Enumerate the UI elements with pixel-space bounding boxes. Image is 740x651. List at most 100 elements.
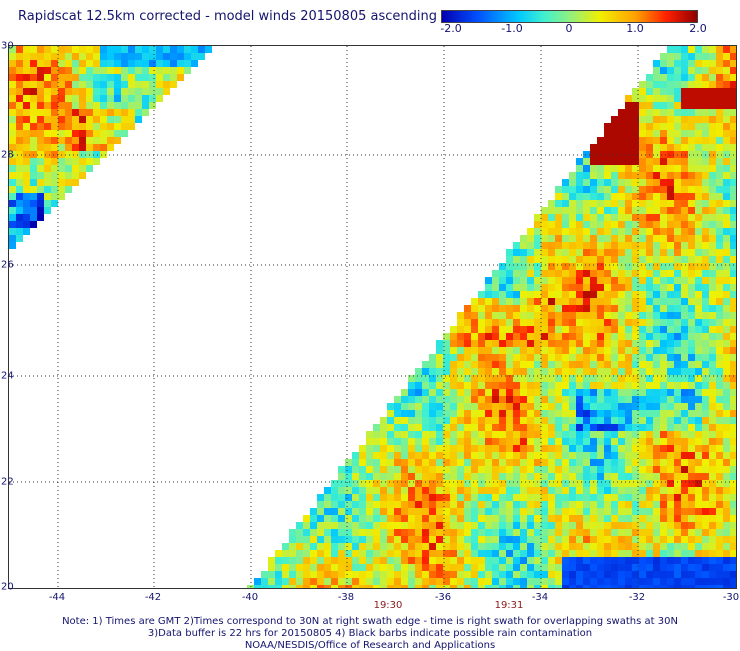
wind-cell bbox=[429, 494, 436, 501]
lon-label: -34 bbox=[531, 592, 549, 603]
wind-cell bbox=[429, 382, 436, 389]
wind-cell bbox=[303, 529, 310, 536]
wind-cell bbox=[646, 109, 653, 116]
wind-cell bbox=[632, 410, 639, 417]
wind-cell bbox=[625, 130, 632, 137]
wind-cell bbox=[450, 459, 457, 466]
wind-cell bbox=[709, 60, 716, 67]
wind-cell bbox=[450, 417, 457, 424]
wind-cell bbox=[695, 312, 702, 319]
wind-cell bbox=[513, 466, 520, 473]
wind-cell bbox=[653, 557, 660, 564]
wind-cell bbox=[443, 501, 450, 508]
wind-cell bbox=[401, 403, 408, 410]
wind-cell bbox=[702, 452, 709, 459]
wind-cell bbox=[653, 277, 660, 284]
wind-cell bbox=[30, 67, 37, 74]
footnote-credit: NOAA/NESDIS/Office of Research and Appli… bbox=[244, 640, 496, 651]
wind-cell bbox=[23, 172, 30, 179]
wind-cell bbox=[716, 410, 723, 417]
wind-cell bbox=[681, 179, 688, 186]
wind-cell bbox=[401, 578, 408, 585]
wind-cell bbox=[674, 256, 681, 263]
wind-cell bbox=[9, 74, 16, 81]
wind-cell bbox=[723, 368, 730, 375]
wind-cell bbox=[688, 165, 695, 172]
wind-cell bbox=[681, 578, 688, 585]
wind-cell bbox=[485, 298, 492, 305]
wind-cell bbox=[30, 95, 37, 102]
lat-label: 22 bbox=[1, 476, 14, 488]
wind-cell bbox=[534, 305, 541, 312]
wind-cell bbox=[65, 46, 72, 53]
wind-cell bbox=[660, 53, 667, 60]
wind-cell bbox=[716, 361, 723, 368]
wind-cell bbox=[534, 270, 541, 277]
wind-cell bbox=[639, 81, 646, 88]
wind-cell bbox=[590, 550, 597, 557]
wind-cell bbox=[702, 403, 709, 410]
wind-cell bbox=[555, 382, 562, 389]
wind-cell bbox=[555, 228, 562, 235]
wind-cell bbox=[478, 375, 485, 382]
wind-cell bbox=[16, 109, 23, 116]
wind-cell bbox=[646, 298, 653, 305]
wind-cell bbox=[632, 396, 639, 403]
wind-cell bbox=[282, 578, 289, 585]
wind-cell bbox=[709, 284, 716, 291]
wind-cell bbox=[86, 158, 93, 165]
wind-cell bbox=[604, 501, 611, 508]
wind-cell bbox=[562, 578, 569, 585]
wind-cell bbox=[450, 550, 457, 557]
wind-cell bbox=[562, 550, 569, 557]
wind-cell bbox=[590, 242, 597, 249]
wind-cell bbox=[548, 298, 555, 305]
wind-cell bbox=[478, 452, 485, 459]
wind-cell bbox=[688, 515, 695, 522]
wind-cell bbox=[422, 501, 429, 508]
wind-cell bbox=[681, 277, 688, 284]
wind-cell bbox=[555, 263, 562, 270]
wind-cell bbox=[723, 550, 730, 557]
wind-cell bbox=[569, 200, 576, 207]
wind-cell bbox=[604, 305, 611, 312]
wind-cell bbox=[513, 431, 520, 438]
wind-cell bbox=[618, 557, 625, 564]
wind-cell bbox=[681, 487, 688, 494]
wind-cell bbox=[135, 74, 142, 81]
wind-cell bbox=[723, 564, 730, 571]
wind-cell bbox=[366, 480, 373, 487]
wind-cell bbox=[597, 249, 604, 256]
wind-cell bbox=[401, 543, 408, 550]
wind-cell bbox=[702, 312, 709, 319]
wind-cell bbox=[667, 361, 674, 368]
wind-cell bbox=[471, 564, 478, 571]
wind-cell bbox=[464, 368, 471, 375]
wind-cell bbox=[639, 102, 646, 109]
wind-cell bbox=[618, 186, 625, 193]
wind-cell bbox=[359, 571, 366, 578]
wind-cell bbox=[639, 536, 646, 543]
wind-cell bbox=[415, 515, 422, 522]
wind-cell bbox=[709, 354, 716, 361]
wind-cell bbox=[646, 158, 653, 165]
wind-cell bbox=[590, 284, 597, 291]
wind-cell bbox=[625, 200, 632, 207]
wind-cell bbox=[541, 578, 548, 585]
wind-cell bbox=[646, 214, 653, 221]
wind-cell bbox=[611, 312, 618, 319]
wind-cell bbox=[310, 564, 317, 571]
wind-cell bbox=[499, 452, 506, 459]
wind-cell bbox=[709, 263, 716, 270]
wind-cell bbox=[485, 557, 492, 564]
wind-cell bbox=[513, 305, 520, 312]
wind-cell bbox=[149, 81, 156, 88]
wind-cell bbox=[716, 81, 723, 88]
wind-cell bbox=[415, 487, 422, 494]
wind-cell bbox=[44, 165, 51, 172]
wind-cell bbox=[394, 557, 401, 564]
wind-cell bbox=[485, 487, 492, 494]
wind-cell bbox=[93, 137, 100, 144]
wind-cell bbox=[331, 508, 338, 515]
wind-cell bbox=[590, 277, 597, 284]
